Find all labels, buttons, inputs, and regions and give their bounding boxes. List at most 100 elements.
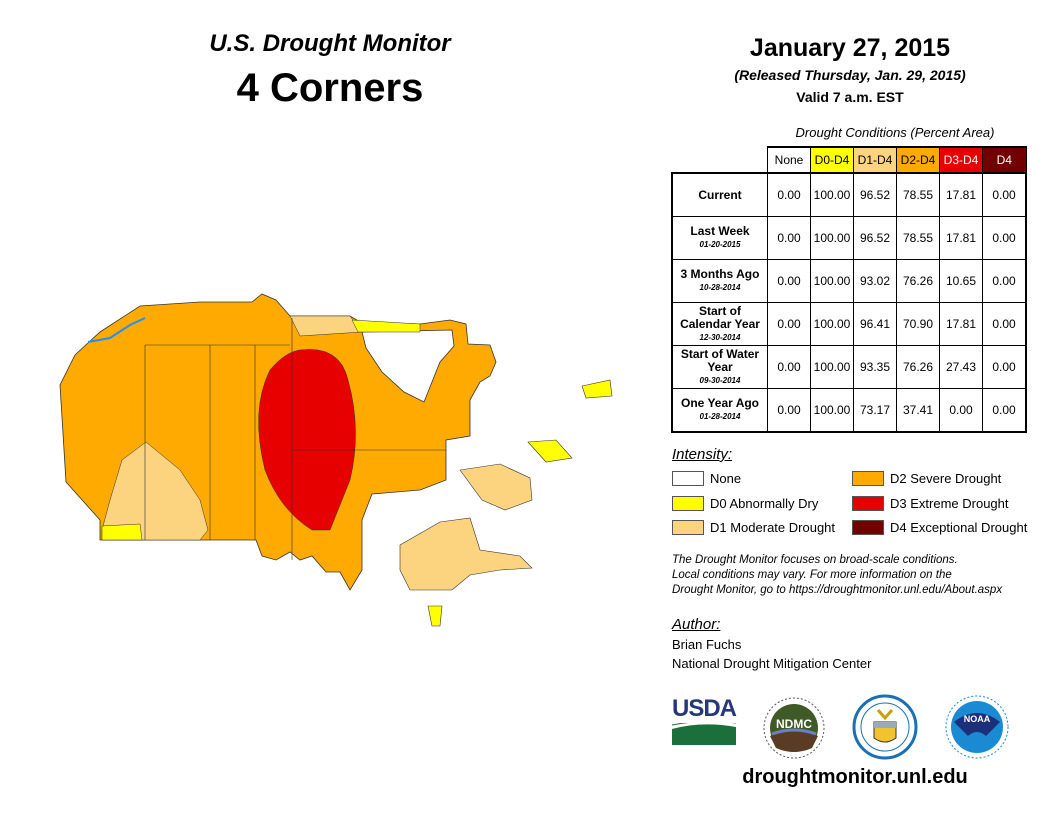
table-cell: 100.00 — [810, 388, 854, 433]
row-label: Start of Water Year 09-30-2014 — [671, 345, 768, 389]
legend-title: Intensity: — [672, 446, 733, 463]
table-cell: 0.00 — [767, 345, 811, 389]
ndmc-logo: NDMC — [762, 696, 826, 765]
note-line: The Drought Monitor focuses on broad-sca… — [672, 554, 958, 566]
legend-swatch — [852, 520, 884, 535]
table-cell: 10.65 — [939, 259, 983, 303]
row-label: Last Week 01-20-2015 — [671, 216, 768, 260]
author-org: National Drought Mitigation Center — [672, 656, 872, 671]
d1-region-southwest — [101, 441, 209, 541]
column-header: D2-D4 — [896, 146, 940, 174]
legend-item: D4 Exceptional Drought — [852, 520, 1027, 535]
legend-item: D3 Extreme Drought — [852, 496, 1009, 511]
row-label-text: 3 Months Ago — [680, 267, 760, 281]
column-header: D1-D4 — [853, 146, 897, 174]
d1-island-southeast — [399, 517, 533, 591]
table-cell: 0.00 — [767, 172, 811, 217]
legend-swatch — [672, 520, 704, 535]
legend-label: None — [710, 471, 742, 486]
legend-swatch — [672, 471, 704, 486]
table-cell: 0.00 — [767, 302, 811, 346]
release-date: (Released Thursday, Jan. 29, 2015) — [734, 67, 966, 83]
map-title: U.S. Drought Monitor — [209, 30, 451, 57]
river — [87, 317, 146, 343]
table-cell: 0.00 — [982, 388, 1027, 433]
table-cell: 0.00 — [982, 345, 1027, 389]
noaa-logo: NOAA — [944, 694, 1010, 765]
svg-text:NOAA: NOAA — [964, 714, 991, 724]
d0-region-southwest — [101, 523, 143, 541]
table-cell: 93.02 — [853, 259, 897, 303]
legend-label: D4 Exceptional Drought — [890, 520, 1028, 535]
table-cell: 0.00 — [767, 216, 811, 260]
map-date: January 27, 2015 — [749, 34, 951, 62]
d0-island-2 — [427, 605, 443, 627]
table-cell: 100.00 — [810, 302, 854, 346]
table-cell: 17.81 — [939, 172, 983, 217]
table-cell: 93.35 — [853, 345, 897, 389]
row-date: 09-30-2014 — [699, 375, 741, 385]
table-cell: 0.00 — [982, 216, 1027, 260]
table-row: Start of Calendar Year 12-30-2014 0.00 100.… — [671, 302, 1027, 346]
table-cell: 100.00 — [810, 345, 854, 389]
table-cell: 27.43 — [939, 345, 983, 389]
note-line: Local conditions may vary. For more info… — [672, 569, 952, 581]
row-label: One Year Ago 01-28-2014 — [671, 388, 768, 433]
row-label-text: Last Week — [690, 224, 750, 238]
usda-logo: USDA — [671, 695, 737, 750]
legend-swatch — [672, 496, 704, 511]
row-label-text: Current — [698, 187, 742, 202]
d1-island-east — [459, 463, 533, 511]
table-row: 3 Months Ago 10-28-2014 0.00 100.00 93.02 76.… — [671, 259, 1027, 303]
d3-region — [258, 349, 356, 531]
row-label: Current — [671, 172, 768, 217]
table-caption: Drought Conditions (Percent Area) — [795, 125, 995, 140]
author-name: Brian Fuchs — [672, 637, 742, 652]
row-date: 12-30-2014 — [699, 332, 741, 342]
row-label: 3 Months Ago 10-28-2014 — [671, 259, 768, 303]
table-cell: 0.00 — [982, 172, 1027, 217]
table-cell: 96.52 — [853, 172, 897, 217]
table-cell: 17.81 — [939, 216, 983, 260]
row-label-text: One Year Ago — [680, 396, 760, 410]
row-label-text: Start of Calendar Year — [680, 303, 760, 331]
table-cell: 73.17 — [853, 388, 897, 433]
table-row: Current 0.00 100.00 96.52 78.55 17.81 0.00 — [671, 172, 1027, 217]
valid-time: Valid 7 a.m. EST — [796, 89, 904, 105]
legend-item: D1 Moderate Drought — [672, 520, 835, 535]
legend-label: D0 Abnormally Dry — [710, 496, 819, 511]
table-cell: 0.00 — [982, 259, 1027, 303]
column-header: D0-D4 — [810, 146, 854, 174]
website-link[interactable]: droughtmonitor.unl.edu — [742, 766, 968, 788]
table-cell: 96.52 — [853, 216, 897, 260]
table-cell: 76.26 — [896, 345, 940, 389]
legend-swatch — [852, 496, 884, 511]
commerce-seal — [852, 694, 918, 765]
disclaimer-note: The Drought Monitor focuses on broad-sca… — [672, 553, 1052, 598]
d0-region-north — [351, 319, 421, 333]
drought-map — [59, 293, 613, 627]
legend-label: D1 Moderate Drought — [710, 520, 836, 535]
row-date: 01-20-2015 — [699, 240, 741, 249]
legend-label: D2 Severe Drought — [890, 471, 1002, 486]
legend-item: D2 Severe Drought — [852, 471, 1001, 486]
table-cell: 100.00 — [810, 216, 854, 260]
table-cell: 0.00 — [767, 388, 811, 433]
legend-label: D3 Extreme Drought — [890, 496, 1009, 511]
column-header: D4 — [982, 146, 1027, 174]
table-cell: 0.00 — [982, 302, 1027, 346]
table-row: One Year Ago 01-28-2014 0.00 100.00 73.17 37.… — [671, 388, 1027, 433]
row-label-text: Start of Water Year — [680, 346, 760, 374]
table-cell: 76.26 — [896, 259, 940, 303]
row-date: 01-28-2014 — [699, 412, 741, 421]
table-cell: 100.00 — [810, 259, 854, 303]
legend-swatch — [852, 471, 884, 486]
table-cell: 0.00 — [939, 388, 983, 433]
none-region — [361, 329, 455, 403]
table-header-row: None D0-D4 D1-D4 D2-D4 D3-D4 D4 — [672, 146, 1027, 174]
table-cell: 96.41 — [853, 302, 897, 346]
row-label: Start of Calendar Year 12-30-2014 — [671, 302, 768, 346]
svg-text:NDMC: NDMC — [776, 717, 812, 731]
column-header: D3-D4 — [939, 146, 983, 174]
